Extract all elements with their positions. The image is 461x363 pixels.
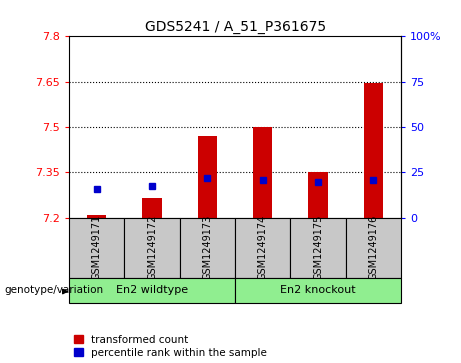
Bar [69, 278, 235, 303]
Bar [364, 83, 383, 218]
Text: En2 knockout: En2 knockout [280, 285, 356, 295]
Bar [308, 172, 328, 218]
Text: GSM1249173: GSM1249173 [202, 215, 213, 280]
Text: GSM1249171: GSM1249171 [92, 215, 102, 280]
Title: GDS5241 / A_51_P361675: GDS5241 / A_51_P361675 [145, 20, 325, 34]
Text: GSM1249172: GSM1249172 [147, 215, 157, 281]
Bar [87, 215, 106, 218]
Bar [180, 218, 235, 278]
Bar [290, 218, 346, 278]
Text: GSM1249175: GSM1249175 [313, 215, 323, 281]
Legend: transformed count, percentile rank within the sample: transformed count, percentile rank withi… [74, 335, 267, 358]
Bar [124, 218, 180, 278]
Text: GSM1249176: GSM1249176 [368, 215, 378, 280]
Bar [253, 127, 272, 218]
Text: genotype/variation: genotype/variation [5, 285, 104, 295]
Text: GSM1249174: GSM1249174 [258, 215, 268, 280]
Text: En2 wildtype: En2 wildtype [116, 285, 188, 295]
Bar [69, 218, 124, 278]
Bar [235, 218, 290, 278]
Bar [142, 198, 162, 218]
Bar [235, 278, 401, 303]
Bar [198, 136, 217, 218]
Bar [346, 218, 401, 278]
